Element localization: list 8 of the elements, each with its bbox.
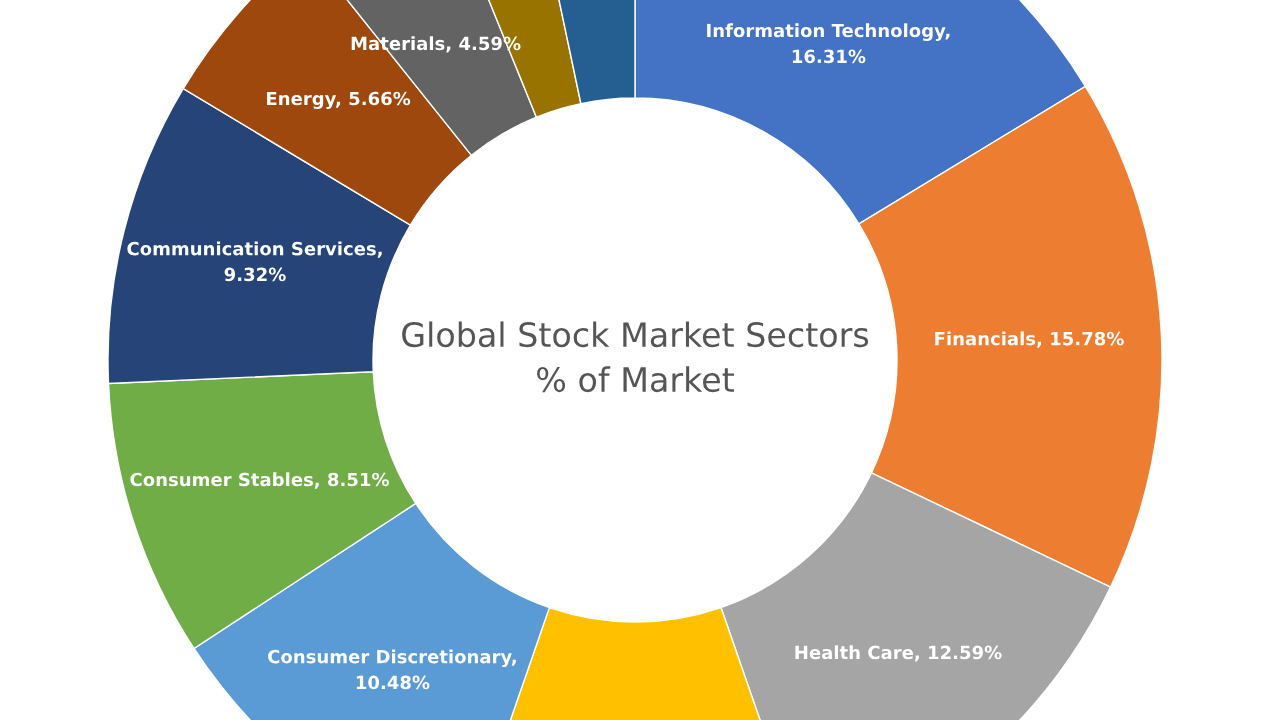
slice-label: Communication Services, 9.32% bbox=[127, 241, 382, 282]
slice-label: Financials, 15.78% bbox=[935, 331, 1124, 348]
slice-label: Consumer Discretionary, 10.48% bbox=[268, 649, 516, 690]
slice-label: Information Technology, 16.31% bbox=[707, 23, 950, 64]
slice-label: Consumer Stables, 8.51% bbox=[130, 472, 389, 489]
text: Global Stock Market Sectors % of Market bbox=[402, 321, 869, 393]
slice-label: Energy, 5.66% bbox=[267, 91, 411, 109]
slice-label: Health Care, 12.59% bbox=[795, 645, 1002, 662]
